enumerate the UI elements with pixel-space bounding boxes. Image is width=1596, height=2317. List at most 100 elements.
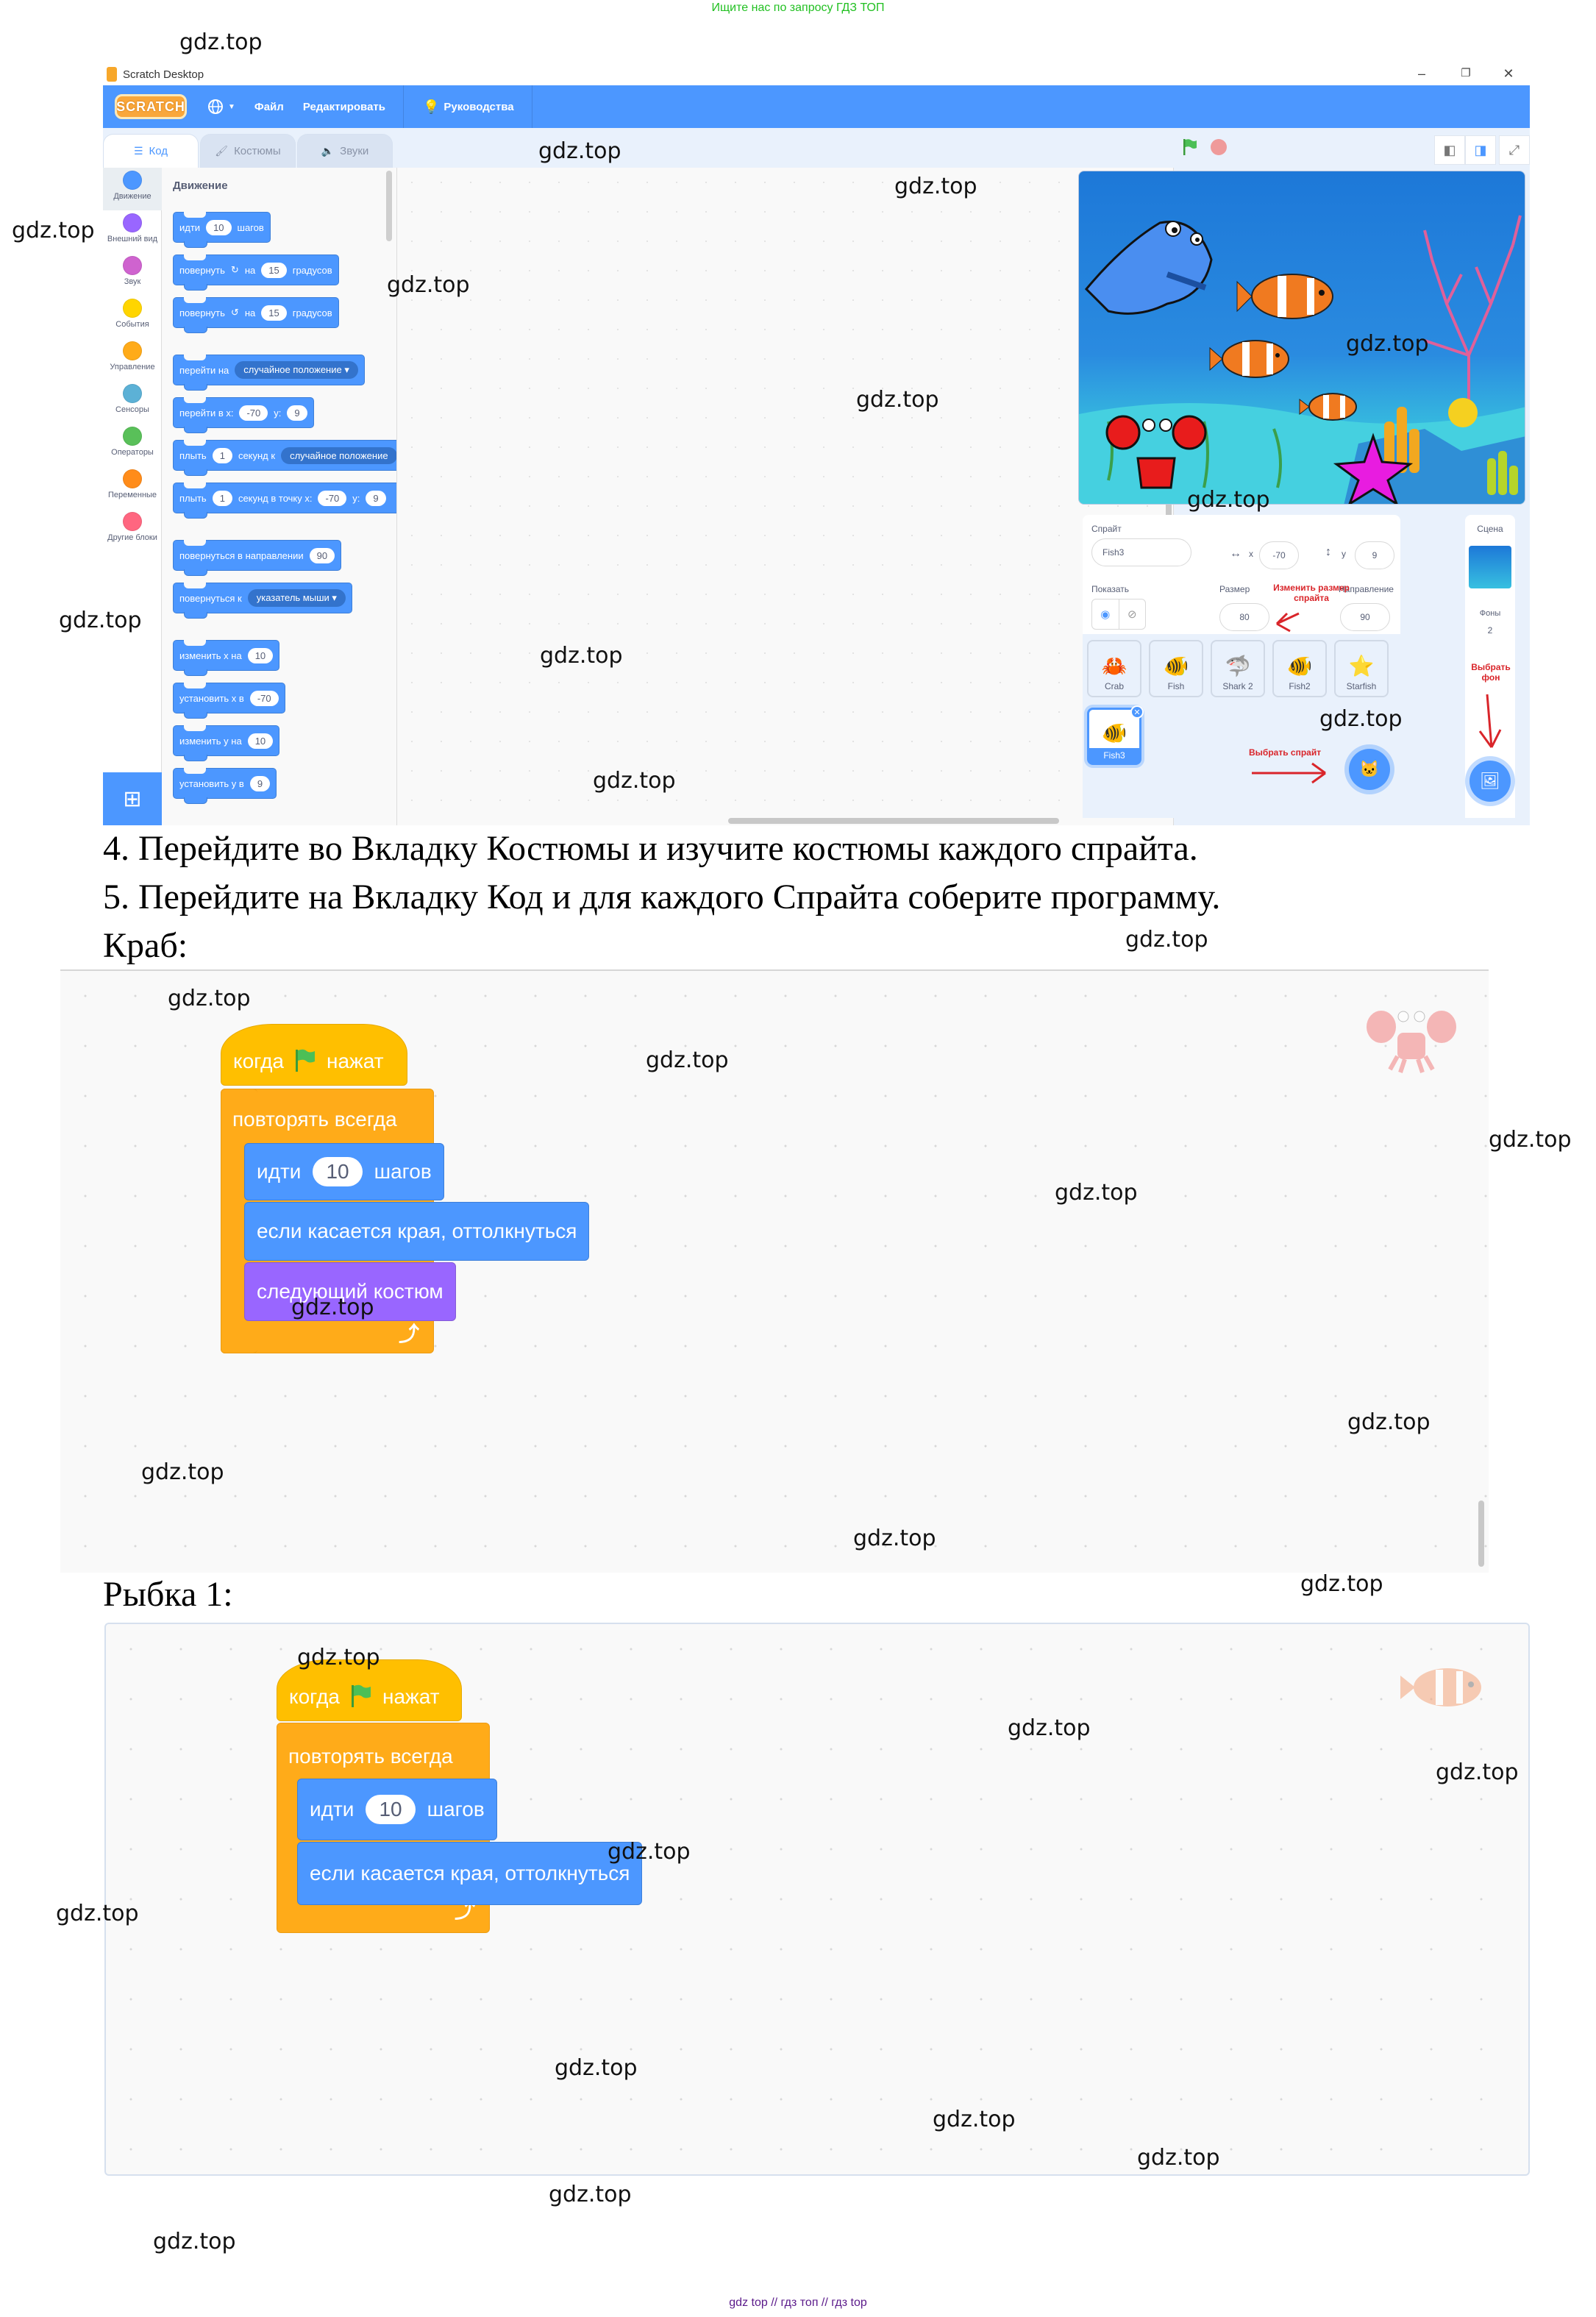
bounce-on-edge-block[interactable]: если касается края, оттолкнуться [297, 1842, 643, 1905]
block-set-y[interactable]: установить y в 9 [173, 768, 277, 804]
stage-canvas[interactable] [1078, 171, 1525, 505]
sprite-tile-crab[interactable]: 🦀 Crab [1087, 640, 1141, 697]
when-flag-clicked-block[interactable]: когда нажат [221, 1024, 407, 1086]
sprite-name-input[interactable]: Fish3 [1091, 538, 1191, 566]
category-dot [123, 171, 142, 190]
promo-text[interactable]: Ищите нас по запросу ГДЗ ТОП [711, 1, 885, 14]
block-goto[interactable]: перейти на случайное положение ▾ [173, 355, 365, 391]
move-steps-block[interactable]: идти 10 шагов [297, 1779, 497, 1840]
block-input[interactable]: 1 [212, 490, 232, 506]
block-goto-xy[interactable]: перейти в x: -70 y: 9 [173, 397, 314, 433]
code-scrollbar[interactable] [1478, 1501, 1484, 1567]
block-dropdown[interactable]: случайное положение [281, 446, 396, 464]
watermark: gdz.top [59, 608, 142, 633]
palette-scrollbar[interactable] [386, 171, 392, 241]
steps-input[interactable]: 10 [313, 1157, 363, 1186]
sprite-tile-fish3[interactable]: 🐠 Fish3 ✕ [1087, 705, 1144, 765]
block-text: y: [274, 407, 282, 419]
category-looks[interactable]: Внешний вид [103, 210, 162, 253]
small-stage-button[interactable]: ◧ [1434, 135, 1465, 165]
normal-stage-button[interactable]: ◨ [1465, 135, 1496, 165]
tab-costumes[interactable]: 🖌 Костюмы [200, 134, 296, 168]
bounce-on-edge-block[interactable]: если касается края, оттолкнуться [244, 1202, 590, 1261]
category-events[interactable]: События [103, 296, 162, 338]
block-change-x[interactable]: изменить x на 10 [173, 640, 280, 676]
delete-sprite-icon[interactable]: ✕ [1130, 705, 1144, 719]
menu-edit[interactable]: Редактировать [302, 100, 385, 113]
workspace-horizontal-scrollbar[interactable] [728, 818, 1059, 824]
category-operators[interactable]: Операторы [103, 424, 162, 466]
green-flag-icon[interactable] [1183, 138, 1197, 156]
restore-button[interactable]: ❐ [1461, 67, 1471, 79]
language-menu[interactable]: ▼ [207, 99, 235, 115]
add-extension-button[interactable]: ⊞ [103, 772, 162, 825]
menu-file[interactable]: Файл [254, 100, 284, 113]
category-my-blocks[interactable]: Другие блоки [103, 509, 162, 552]
block-input[interactable]: 15 [261, 262, 287, 278]
fish-ghost-icon [1400, 1668, 1481, 1706]
when-flag-clicked-block[interactable]: когда нажат [277, 1659, 462, 1721]
block-point-towards[interactable]: повернуться к указатель мыши ▾ [173, 583, 352, 619]
steps-input[interactable]: 10 [366, 1795, 416, 1824]
category-sound[interactable]: Звук [103, 253, 162, 296]
sprite-tile-fish[interactable]: 🐠 Fish [1149, 640, 1203, 697]
script-workspace[interactable]: 🐠 + − = [397, 168, 1174, 825]
block-input[interactable]: -70 [318, 490, 347, 506]
block-move-steps[interactable]: идти 10 шагов [173, 212, 271, 248]
block-dropdown[interactable]: случайное положение ▾ [235, 361, 358, 379]
block-text: установить x в [179, 692, 244, 704]
block-input[interactable]: 90 [309, 547, 335, 563]
block-input[interactable]: 15 [261, 305, 287, 321]
tab-sounds[interactable]: 🔈 Звуки [297, 134, 393, 168]
hide-button[interactable]: ⊘ [1119, 599, 1146, 629]
sprite-tile-fish2[interactable]: 🐠 Fish2 [1272, 640, 1327, 697]
direction-input[interactable]: 90 [1340, 603, 1390, 631]
move-steps-block[interactable]: идти 10 шагов [244, 1143, 444, 1200]
red-arrow-right-icon [1252, 762, 1326, 784]
size-input[interactable]: 80 [1219, 603, 1269, 631]
scratch-logo[interactable]: SCRATCH [115, 94, 187, 119]
starfish-sprite [1333, 433, 1414, 504]
block-input[interactable]: 9 [287, 405, 307, 421]
category-control[interactable]: Управление [103, 338, 162, 381]
block-glide-xy[interactable]: плыть 1 секунд в точку x: -70 y: 9 [173, 483, 396, 519]
stop-icon[interactable] [1211, 139, 1227, 155]
block-input[interactable]: 9 [249, 775, 271, 791]
block-input[interactable]: 1 [212, 447, 232, 463]
block-turn-left[interactable]: повернуть ↺ на 15 градусов [173, 297, 339, 333]
starfish-icon: ⭐ [1348, 655, 1375, 677]
block-input[interactable]: -70 [239, 405, 268, 421]
sprite-tile-starfish[interactable]: ⭐ Starfish [1334, 640, 1389, 697]
close-button[interactable]: ✕ [1503, 66, 1514, 81]
forever-label: повторять всегда [232, 1108, 397, 1131]
block-change-y[interactable]: изменить y на 10 [173, 725, 280, 761]
choose-backdrop-button[interactable]: 🖼 [1469, 761, 1511, 802]
stage-panel[interactable]: Сцена Фоны 2 Выбрать фон 🖼 [1465, 515, 1515, 818]
x-input[interactable]: -70 [1259, 541, 1299, 569]
show-button[interactable]: ◉ [1092, 599, 1119, 629]
watermark: gdz.top [387, 272, 470, 298]
block-input[interactable]: 10 [247, 733, 274, 749]
category-variables[interactable]: Переменные [103, 466, 162, 509]
block-input[interactable]: 10 [247, 647, 274, 663]
block-set-x[interactable]: установить x в -70 [173, 683, 285, 719]
block-input[interactable]: 9 [366, 490, 386, 506]
block-input[interactable]: -70 [249, 690, 279, 706]
category-motion[interactable]: Движение [103, 168, 162, 210]
block-dropdown[interactable]: указатель мыши ▾ [247, 589, 346, 607]
block-turn-right[interactable]: повернуть ↻ на 15 градусов [173, 255, 339, 291]
menu-tutorials[interactable]: 💡 Руководства [423, 99, 514, 115]
block-glide-to[interactable]: плыть 1 секунд к случайное положение [173, 440, 396, 476]
block-input[interactable]: 10 [206, 219, 232, 235]
next-costume-block[interactable]: следующий костюм [244, 1262, 456, 1321]
y-input[interactable]: 9 [1355, 541, 1394, 569]
direction-label: Направление [1339, 584, 1394, 594]
choose-sprite-button[interactable]: 🐱 [1349, 749, 1390, 790]
category-sensing[interactable]: Сенсоры [103, 381, 162, 424]
fullscreen-button[interactable]: ⤢ [1499, 135, 1530, 165]
block-text: следующий костюм [257, 1280, 443, 1303]
minimize-button[interactable]: – [1417, 66, 1425, 81]
sprite-tile-shark-2[interactable]: 🦈 Shark 2 [1211, 640, 1265, 697]
block-point-direction[interactable]: повернуться в направлении 90 [173, 540, 342, 576]
tab-code[interactable]: ☰ Код [103, 134, 199, 168]
